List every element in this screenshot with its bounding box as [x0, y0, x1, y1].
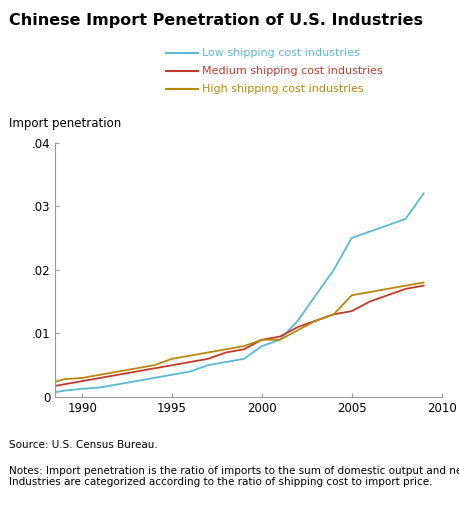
High shipping cost industries — [133, 365, 139, 372]
Text: Medium shipping cost industries: Medium shipping cost industries — [202, 66, 382, 76]
High shipping cost industries — [313, 318, 318, 324]
Low shipping cost industries — [384, 222, 390, 229]
Medium shipping cost industries — [276, 333, 282, 340]
Medium shipping cost industries — [205, 356, 210, 362]
Medium shipping cost industries — [241, 346, 246, 352]
High shipping cost industries — [420, 279, 425, 286]
Medium shipping cost industries — [330, 312, 336, 318]
Medium shipping cost industries — [420, 282, 425, 289]
High shipping cost industries — [97, 372, 103, 378]
Low shipping cost industries — [62, 388, 67, 394]
Low shipping cost industries — [79, 386, 85, 392]
High shipping cost industries — [79, 375, 85, 381]
High shipping cost industries — [384, 286, 390, 292]
Line: Medium shipping cost industries: Medium shipping cost industries — [46, 286, 423, 387]
Medium shipping cost industries — [402, 286, 408, 292]
Low shipping cost industries — [313, 292, 318, 298]
Medium shipping cost industries — [366, 298, 372, 304]
Line: Low shipping cost industries: Low shipping cost industries — [46, 193, 423, 394]
High shipping cost industries — [348, 292, 354, 298]
Medium shipping cost industries — [133, 369, 139, 375]
Low shipping cost industries — [223, 359, 228, 365]
Medium shipping cost industries — [223, 350, 228, 356]
High shipping cost industries — [402, 282, 408, 289]
Low shipping cost industries — [366, 229, 372, 235]
High shipping cost industries — [43, 381, 49, 387]
High shipping cost industries — [330, 312, 336, 318]
Low shipping cost industries — [43, 391, 49, 397]
High shipping cost industries — [366, 289, 372, 295]
Medium shipping cost industries — [313, 318, 318, 324]
High shipping cost industries — [115, 369, 121, 375]
Medium shipping cost industries — [62, 381, 67, 387]
Text: Chinese Import Penetration of U.S. Industries: Chinese Import Penetration of U.S. Indus… — [9, 13, 422, 27]
High shipping cost industries — [151, 362, 157, 369]
Low shipping cost industries — [115, 381, 121, 387]
Low shipping cost industries — [258, 343, 264, 349]
Low shipping cost industries — [402, 216, 408, 222]
Low shipping cost industries — [97, 384, 103, 390]
Low shipping cost industries — [169, 372, 174, 378]
High shipping cost industries — [205, 350, 210, 356]
Text: High shipping cost industries: High shipping cost industries — [202, 84, 363, 94]
High shipping cost industries — [294, 327, 300, 333]
Text: Low shipping cost industries: Low shipping cost industries — [202, 48, 359, 59]
Medium shipping cost industries — [348, 308, 354, 314]
Medium shipping cost industries — [384, 292, 390, 298]
Medium shipping cost industries — [258, 337, 264, 343]
Low shipping cost industries — [187, 369, 192, 375]
Low shipping cost industries — [294, 318, 300, 324]
Low shipping cost industries — [133, 378, 139, 384]
Line: High shipping cost industries: High shipping cost industries — [46, 282, 423, 384]
Text: Import penetration: Import penetration — [9, 117, 121, 130]
Medium shipping cost industries — [294, 324, 300, 330]
High shipping cost industries — [187, 353, 192, 359]
Low shipping cost industries — [420, 190, 425, 196]
High shipping cost industries — [276, 337, 282, 343]
Low shipping cost industries — [276, 337, 282, 343]
High shipping cost industries — [258, 337, 264, 343]
High shipping cost industries — [223, 346, 228, 352]
Low shipping cost industries — [205, 362, 210, 369]
Medium shipping cost industries — [43, 384, 49, 390]
Medium shipping cost industries — [97, 375, 103, 381]
Low shipping cost industries — [348, 235, 354, 241]
Medium shipping cost industries — [79, 378, 85, 384]
Medium shipping cost industries — [115, 372, 121, 378]
High shipping cost industries — [62, 376, 67, 382]
High shipping cost industries — [169, 356, 174, 362]
Low shipping cost industries — [241, 356, 246, 362]
Text: Source: U.S. Census Bureau.: Source: U.S. Census Bureau. — [9, 440, 157, 450]
Low shipping cost industries — [151, 375, 157, 381]
Medium shipping cost industries — [169, 362, 174, 369]
High shipping cost industries — [241, 343, 246, 349]
Medium shipping cost industries — [151, 365, 157, 372]
Low shipping cost industries — [330, 267, 336, 273]
Medium shipping cost industries — [187, 359, 192, 365]
Text: Notes: Import penetration is the ratio of imports to the sum of domestic output : Notes: Import penetration is the ratio o… — [9, 466, 459, 487]
